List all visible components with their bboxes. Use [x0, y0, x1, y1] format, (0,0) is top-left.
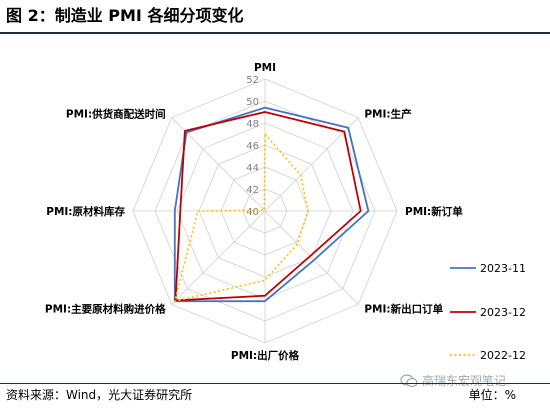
axis-label-1: PMI:生产	[364, 108, 411, 121]
tick-label-46: 46	[246, 141, 259, 152]
wechat-icon	[400, 373, 418, 387]
axis-label-6: PMI:原材料库存	[46, 205, 125, 218]
legend-label-2023-12: 2023-12	[480, 306, 526, 319]
axis-label-7: PMI:供货商配送时间	[66, 108, 166, 121]
tick-label-50: 50	[246, 97, 259, 108]
watermark-text: 高瑞东宏观笔记	[422, 374, 507, 388]
axis-label-3: PMI:新出口订单	[364, 302, 443, 315]
unit-note: 单位：%	[468, 388, 516, 402]
axis-label-0: PMI	[254, 62, 276, 74]
tick-label-52: 52	[246, 75, 259, 86]
axis-label-2: PMI:新订单	[405, 205, 463, 218]
tick-label-44: 44	[246, 163, 259, 174]
spoke-3	[264, 210, 359, 305]
source-note: 资料来源：Wind，光大证券研究所	[6, 388, 193, 402]
legend-label-2022-12: 2022-12	[480, 349, 526, 362]
title-divider	[0, 32, 550, 34]
spoke-5	[171, 210, 266, 305]
axis-label-4: PMI:出厂价格	[231, 349, 300, 362]
watermark: 高瑞东宏观笔记	[400, 372, 506, 389]
tick-label-42: 42	[246, 185, 259, 196]
axis-label-5: PMI:主要原材料购进价格	[45, 302, 166, 315]
tick-label-40: 40	[246, 207, 259, 218]
footer-divider	[0, 383, 550, 384]
spoke-1	[264, 117, 359, 212]
tick-label-48: 48	[246, 119, 259, 130]
legend-label-2023-11: 2023-11	[480, 262, 526, 275]
chart-title: 图 2：制造业 PMI 各细分项变化	[6, 6, 244, 25]
